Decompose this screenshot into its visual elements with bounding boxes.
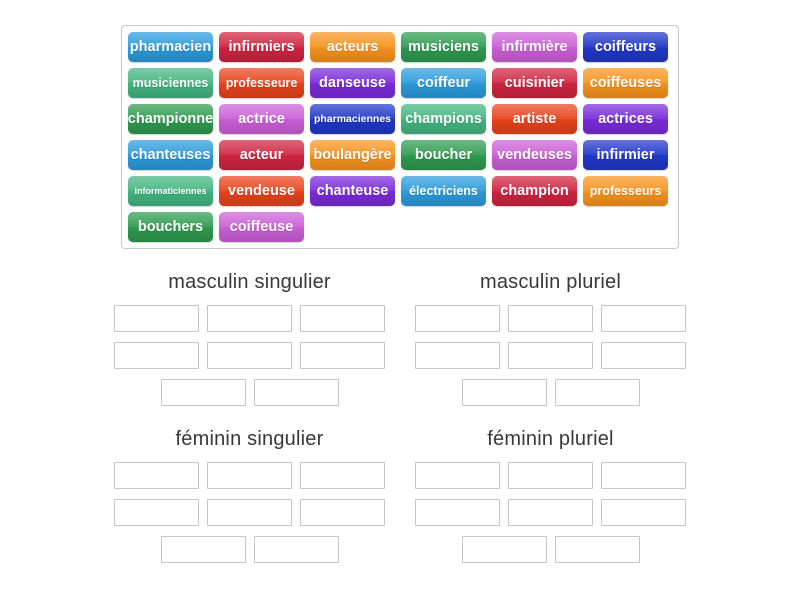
drop-slot[interactable] <box>601 462 686 489</box>
drop-slot[interactable] <box>461 379 547 406</box>
slot-grid <box>415 305 686 406</box>
drop-slot[interactable] <box>601 342 686 369</box>
drop-slot[interactable] <box>415 499 500 526</box>
drop-slot[interactable] <box>114 305 199 332</box>
word-tile-champion[interactable]: champion <box>492 176 577 206</box>
drop-slot[interactable] <box>415 342 500 369</box>
drop-slot[interactable] <box>207 305 292 332</box>
group-title: masculin singulier <box>168 271 331 293</box>
drop-slot[interactable] <box>160 536 246 563</box>
slot-grid <box>114 305 385 406</box>
word-tile-bouchers[interactable]: bouchers <box>128 212 213 242</box>
drop-slot[interactable] <box>207 462 292 489</box>
group-title: féminin pluriel <box>487 428 614 450</box>
word-tile-musiciens[interactable]: musiciens <box>401 32 486 62</box>
drop-slot[interactable] <box>114 462 199 489</box>
drop-slot[interactable] <box>300 499 385 526</box>
drop-slot[interactable] <box>300 305 385 332</box>
word-tile-infirmiers[interactable]: infirmiers <box>219 32 304 62</box>
word-tile-pharmacien[interactable]: pharmacien <box>128 32 213 62</box>
word-tile-coiffeurs[interactable]: coiffeurs <box>583 32 668 62</box>
slot-grid <box>114 462 385 563</box>
word-tile-professeurs[interactable]: professeurs <box>583 176 668 206</box>
word-tile-infirmier[interactable]: infirmier <box>583 140 668 170</box>
drop-slot[interactable] <box>114 499 199 526</box>
word-tile-cuisinier[interactable]: cuisinier <box>492 68 577 98</box>
word-tile-chanteuses[interactable]: chanteuses <box>128 140 213 170</box>
drop-slot[interactable] <box>508 342 593 369</box>
drop-slot[interactable] <box>508 462 593 489</box>
group-masculin-pluriel: masculin pluriel <box>415 271 686 406</box>
drop-slot[interactable] <box>253 379 339 406</box>
word-tile-coiffeuse[interactable]: coiffeuse <box>219 212 304 242</box>
answer-groups: masculin singulier masculin pluriel fémini… <box>114 271 686 563</box>
word-tile-actrices[interactable]: actrices <box>583 104 668 134</box>
drop-slot[interactable] <box>554 536 640 563</box>
drop-slot[interactable] <box>207 499 292 526</box>
word-tile-vendeuse[interactable]: vendeuse <box>219 176 304 206</box>
word-tile-champions[interactable]: champions <box>401 104 486 134</box>
drop-slot[interactable] <box>415 305 500 332</box>
word-tile-artiste[interactable]: artiste <box>492 104 577 134</box>
word-tile-acteurs[interactable]: acteurs <box>310 32 395 62</box>
word-tile-danseuse[interactable]: danseuse <box>310 68 395 98</box>
drop-slot[interactable] <box>300 462 385 489</box>
drop-slot[interactable] <box>508 499 593 526</box>
word-tile-professeure[interactable]: professeure <box>219 68 304 98</box>
word-tile-chanteuse[interactable]: chanteuse <box>310 176 395 206</box>
word-tile-coiffeuses[interactable]: coiffeuses <box>583 68 668 98</box>
word-tile-championne[interactable]: championne <box>128 104 213 134</box>
group-title: féminin singulier <box>175 428 324 450</box>
slot-grid <box>415 462 686 563</box>
drop-slot[interactable] <box>601 305 686 332</box>
drop-slot[interactable] <box>114 342 199 369</box>
word-tile-actrice[interactable]: actrice <box>219 104 304 134</box>
drop-slot[interactable] <box>508 305 593 332</box>
word-tile-vendeuses[interactable]: vendeuses <box>492 140 577 170</box>
word-tile-boulangere[interactable]: boulangère <box>310 140 395 170</box>
word-tile-infirmiere[interactable]: infirmière <box>492 32 577 62</box>
drop-slot[interactable] <box>300 342 385 369</box>
word-tile-coiffeur[interactable]: coiffeur <box>401 68 486 98</box>
group-title: masculin pluriel <box>479 271 622 293</box>
word-tile-informaticiennes[interactable]: informaticiennes <box>128 176 213 206</box>
word-tile-electriciens[interactable]: électriciens <box>401 176 486 206</box>
group-masculin-singulier: masculin singulier <box>114 271 385 406</box>
word-bank: pharmacien infirmiers acteurs musiciens infi… <box>121 25 679 249</box>
word-tile-acteur[interactable]: acteur <box>219 140 304 170</box>
drop-slot[interactable] <box>207 342 292 369</box>
drop-slot[interactable] <box>601 499 686 526</box>
group-feminin-singulier: féminin singulier <box>114 428 385 563</box>
drop-slot[interactable] <box>160 379 246 406</box>
drop-slot[interactable] <box>415 462 500 489</box>
word-tile-musiciennes[interactable]: musiciennes <box>128 68 213 98</box>
drop-slot[interactable] <box>253 536 339 563</box>
drop-slot[interactable] <box>554 379 640 406</box>
drop-slot[interactable] <box>461 536 547 563</box>
group-feminin-pluriel: féminin pluriel <box>415 428 686 563</box>
word-tile-boucher[interactable]: boucher <box>401 140 486 170</box>
word-tile-pharmaciennes[interactable]: pharmaciennes <box>310 104 395 134</box>
